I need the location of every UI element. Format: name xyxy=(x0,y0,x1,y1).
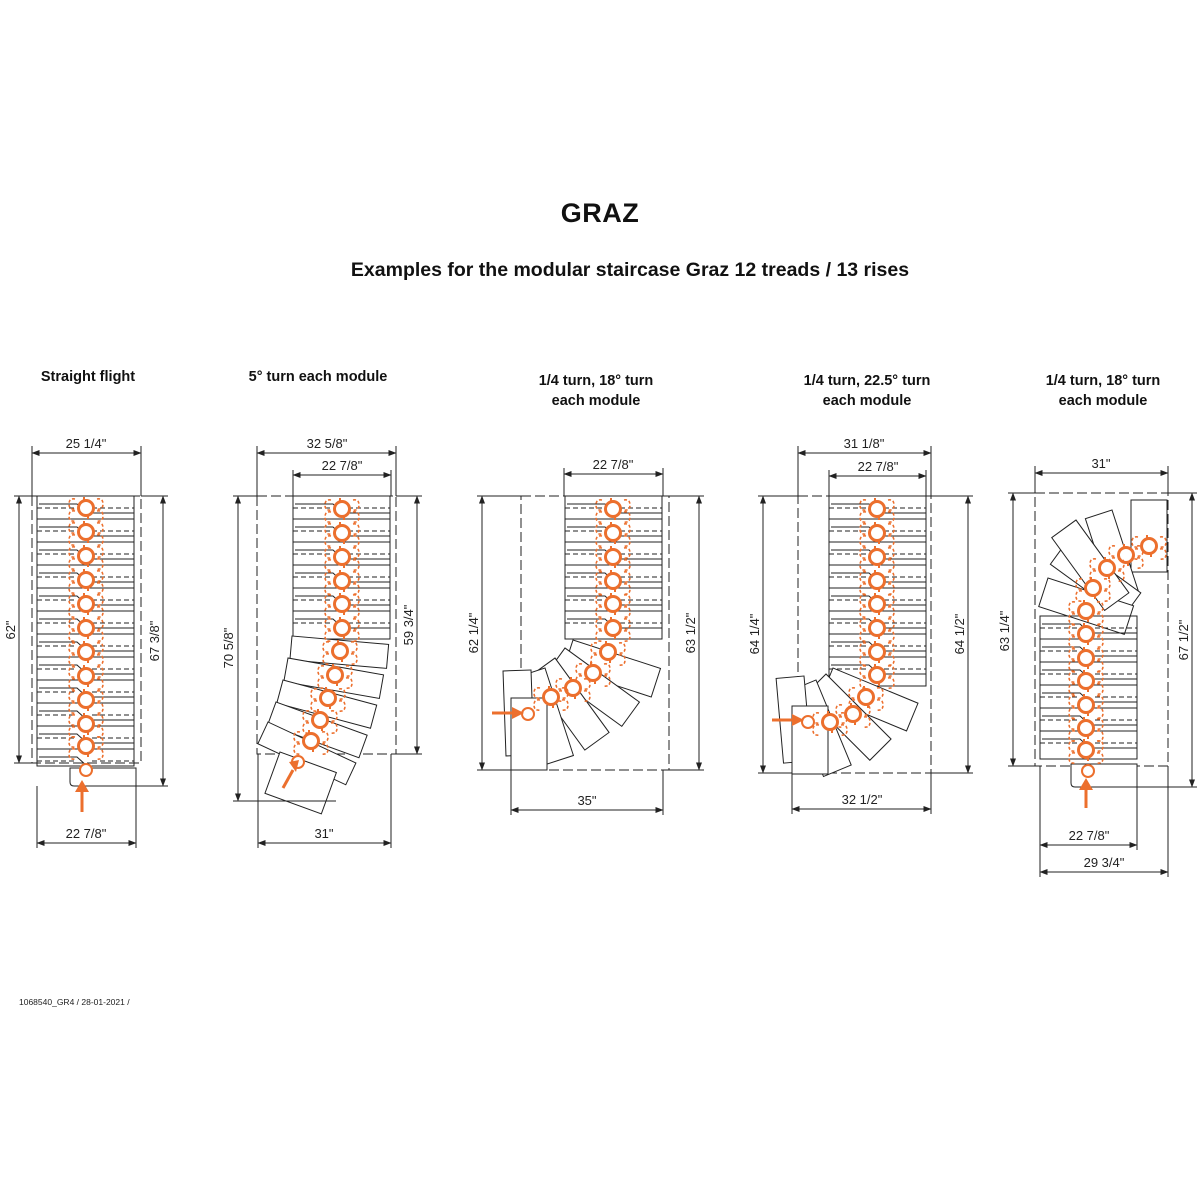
caption-straight-flight: Straight flight xyxy=(18,367,158,387)
caption-line: each module xyxy=(1058,393,1148,409)
caption-line: 1/4 turn, 18° turn xyxy=(1045,373,1161,389)
dim-bottom-width: 22 7/8" xyxy=(1069,828,1110,843)
caption-5deg-turn: 5° turn each module xyxy=(228,367,408,387)
dim-right-height: 63 1/2" xyxy=(683,612,698,653)
dim-top-width: 22 7/8" xyxy=(593,457,634,472)
caption-line: each module xyxy=(551,393,641,409)
drawing-quarter-turn-18: 22 7/8" 62 1/4" 63 xyxy=(466,457,704,815)
caption-quarter-turn-18: 1/4 turn, 18° turn each module xyxy=(506,371,686,411)
caption-line: each module xyxy=(822,393,912,409)
dim-bottom-width-outer: 29 3/4" xyxy=(1084,855,1125,870)
dim-top-width: 31" xyxy=(1091,456,1110,471)
drawing-straight-flight: 25 1/4" 62" 67 3/8" xyxy=(3,436,168,848)
dim-inner-top-width: 22 7/8" xyxy=(322,458,363,473)
dim-bottom-width: 31" xyxy=(314,826,333,841)
dim-inner-top-width: 22 7/8" xyxy=(858,459,899,474)
caption-line: 1/4 turn, 22.5° turn xyxy=(803,373,931,389)
caption-quarter-turn-18-top: 1/4 turn, 18° turn each module xyxy=(1013,371,1193,411)
dim-top-width: 31 1/8" xyxy=(844,436,885,451)
document-reference: 1068540_GR4 / 28-01-2021 / xyxy=(19,997,130,1007)
dim-right-height: 67 3/8" xyxy=(147,620,162,661)
dim-left-height: 62" xyxy=(3,620,18,639)
drawing-quarter-turn-22-5: 31 1/8" 22 7/8" 64 xyxy=(747,436,973,814)
dim-top-width: 25 1/4" xyxy=(66,436,107,451)
dim-top-width: 32 5/8" xyxy=(307,436,348,451)
dim-bottom-width: 35" xyxy=(577,793,596,808)
dim-left-height: 62 1/4" xyxy=(466,612,481,653)
caption-line: 1/4 turn, 18° turn xyxy=(538,373,654,389)
dim-right-height: 64 1/2" xyxy=(952,613,967,654)
caption-line: Straight flight xyxy=(40,369,136,385)
dim-bottom-width: 22 7/8" xyxy=(66,826,107,841)
dim-left-height: 70 5/8" xyxy=(221,627,236,668)
dim-left-height: 63 1/4" xyxy=(997,610,1012,651)
page-title: GRAZ xyxy=(560,198,640,228)
dim-right-height: 59 3/4" xyxy=(401,604,416,645)
drawing-quarter-turn-18-top: 31" 63 1/4" 67 1/2" xyxy=(997,456,1197,877)
dim-bottom-width: 32 1/2" xyxy=(842,792,883,807)
caption-line: 5° turn each module xyxy=(248,369,388,385)
dim-left-height: 64 1/4" xyxy=(747,613,762,654)
page-subtitle: Examples for the modular staircase Graz … xyxy=(350,259,910,281)
caption-quarter-turn-22-5: 1/4 turn, 22.5° turn each module xyxy=(777,371,957,411)
dim-right-height: 67 1/2" xyxy=(1176,619,1191,660)
drawing-5deg-turn: 32 5/8" 22 7/8" xyxy=(221,436,422,848)
